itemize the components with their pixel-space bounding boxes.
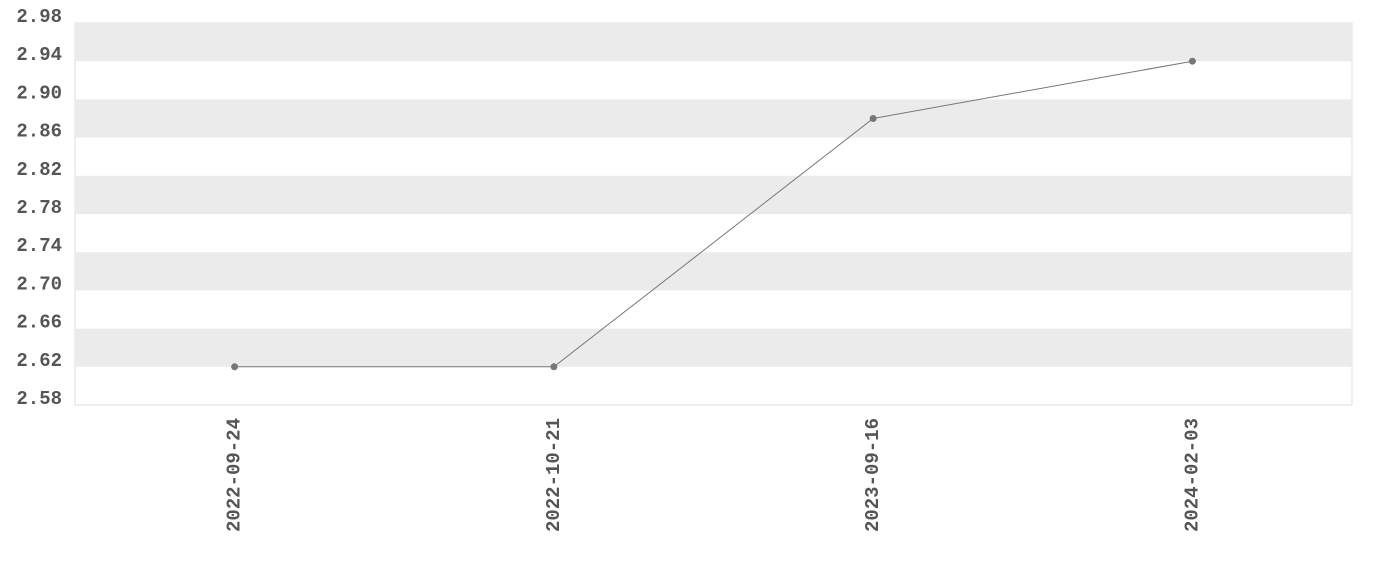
y-tick-label: 2.94	[16, 44, 62, 66]
point	[231, 363, 239, 371]
grid-stripe	[75, 23, 1352, 62]
y-tick-label: 2.62	[16, 350, 62, 372]
grid-stripe	[75, 175, 1352, 214]
x-tick-label: 2022-09-24	[224, 418, 246, 532]
point	[1188, 57, 1196, 65]
grid-stripe	[75, 99, 1352, 138]
x-tick-label: 2023-09-16	[862, 418, 884, 532]
point	[550, 363, 558, 371]
point	[869, 115, 877, 122]
y-tick-label: 2.78	[16, 197, 62, 219]
y-tick-label: 2.66	[16, 312, 62, 334]
grid-stripe	[75, 328, 1352, 367]
x-tick-label: 2024-02-03	[1181, 418, 1203, 532]
y-tick-label: 2.86	[16, 121, 62, 143]
x-tick-label: 2022-10-21	[543, 418, 565, 532]
line	[234, 60, 1193, 368]
grid-stripe	[75, 252, 1352, 291]
y-tick-label: 2.82	[16, 159, 62, 181]
y-tick-label: 2.58	[16, 388, 62, 410]
y-tick-label: 2.74	[16, 235, 62, 257]
y-tick-label: 2.70	[16, 273, 62, 295]
y-tick-label: 2.90	[16, 82, 62, 104]
y-tick-label: 2.98	[16, 6, 62, 28]
